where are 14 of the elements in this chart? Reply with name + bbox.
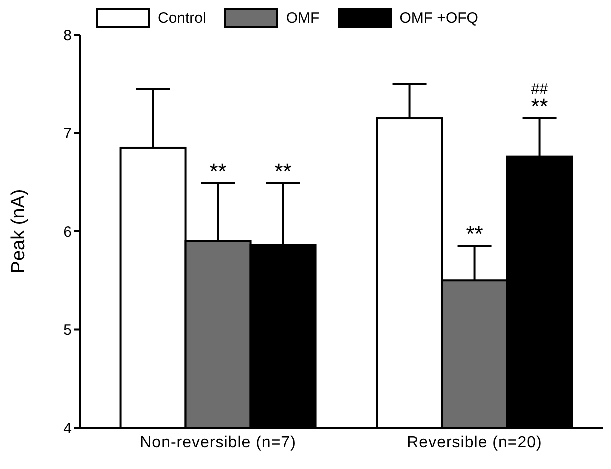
y-tick-label: 5 xyxy=(64,322,72,340)
legend-label: Control xyxy=(158,10,206,26)
legend-label: OMF +OFQ xyxy=(400,10,478,26)
y-axis-title: Peak (nA) xyxy=(8,189,30,274)
annotation: ** xyxy=(274,158,292,184)
y-tick-label: 4 xyxy=(64,420,72,438)
annotation: ** xyxy=(210,158,228,184)
y-tick-label: 7 xyxy=(64,126,72,143)
y-tick-label: 6 xyxy=(64,224,72,241)
legend-label: OMF xyxy=(286,10,320,26)
x-tick-label: Non-reversible (n=7) xyxy=(140,434,296,452)
y-tick-label: 8 xyxy=(64,27,72,44)
x-tick-label: Reversible (n=20) xyxy=(407,434,542,452)
annotation: ** xyxy=(466,222,484,247)
